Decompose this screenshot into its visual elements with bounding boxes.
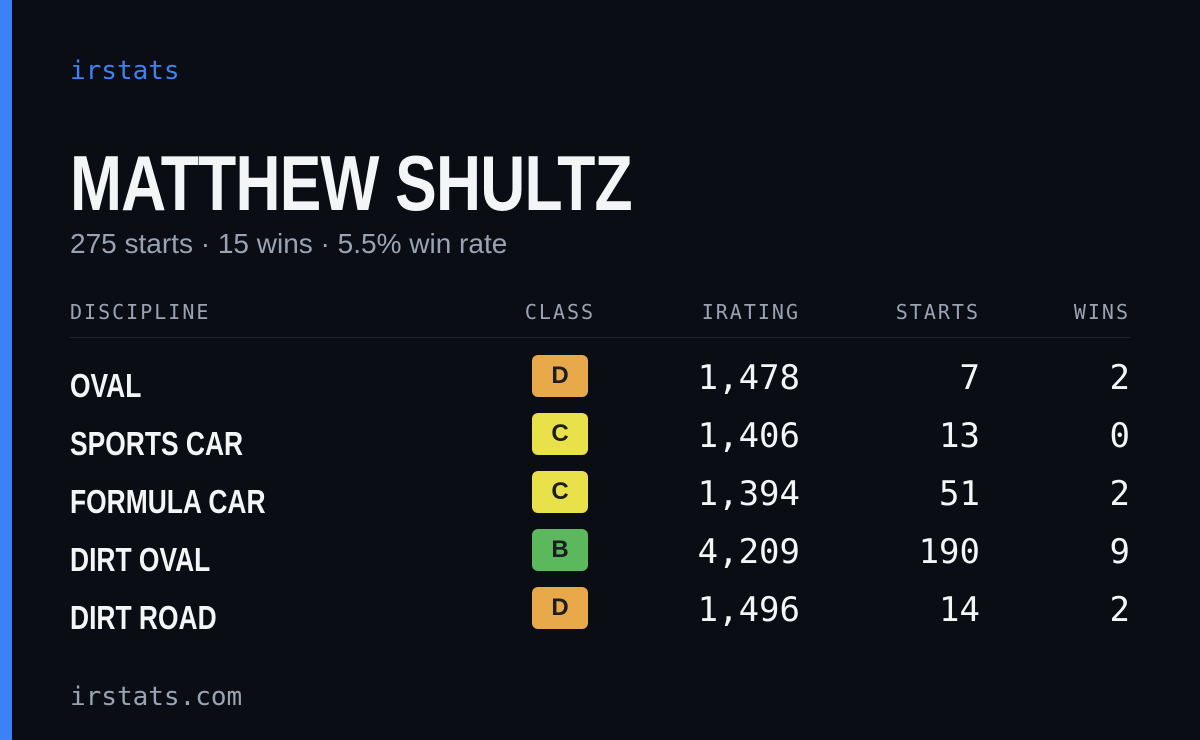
irating: 1,406 <box>697 416 800 456</box>
discipline: OVAL <box>70 367 142 404</box>
discipline: DIRT ROAD <box>70 599 217 636</box>
wins: 2 <box>1109 474 1130 514</box>
irating: 4,209 <box>697 532 800 572</box>
column-header: DISCIPLINE <box>70 300 211 324</box>
starts: 51 <box>939 474 980 514</box>
discipline: FORMULA CAR <box>70 483 266 520</box>
starts: 14 <box>939 590 980 630</box>
starts: 190 <box>918 532 980 572</box>
discipline: DIRT OVAL <box>70 541 211 578</box>
irating: 1,394 <box>697 474 800 514</box>
class-badge: D <box>532 355 588 397</box>
starts: 7 <box>959 358 980 398</box>
starts: 13 <box>939 416 980 456</box>
class-badge: C <box>532 471 588 513</box>
column-header: STARTS <box>895 300 980 324</box>
irating: 1,478 <box>697 358 800 398</box>
header-rule <box>70 337 1130 338</box>
footer-url: irstats.com <box>70 682 243 712</box>
driver-name: MATTHEW SHULTZ <box>70 139 633 227</box>
class-badge: C <box>532 413 588 455</box>
wins: 2 <box>1109 358 1130 398</box>
column-header: IRATING <box>701 300 800 324</box>
class-badge: B <box>532 529 588 571</box>
column-header: WINS <box>1073 300 1130 324</box>
wins: 2 <box>1109 590 1130 630</box>
column-header: CLASS <box>524 300 596 324</box>
summary: 275 starts · 15 wins · 5.5% win rate <box>70 228 508 259</box>
wins: 9 <box>1109 532 1130 572</box>
wins: 0 <box>1109 416 1130 456</box>
class-badge: D <box>532 587 588 629</box>
brand: irstats <box>70 56 180 86</box>
irating: 1,496 <box>697 590 800 630</box>
accent-stripe <box>0 0 12 740</box>
discipline: SPORTS CAR <box>70 425 244 462</box>
